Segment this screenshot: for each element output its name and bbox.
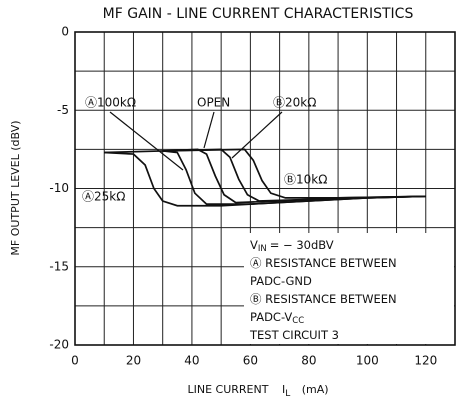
curve bbox=[162, 148, 426, 199]
curves bbox=[104, 148, 426, 207]
note-line: Ⓑ RESISTANCE BETWEEN bbox=[250, 292, 397, 306]
y-tick-label: -10 bbox=[49, 181, 69, 195]
x-axis-label: LINE CURRENT IL (mA) bbox=[187, 383, 328, 399]
y-tick-label: -15 bbox=[49, 259, 69, 273]
note-sub: IN bbox=[258, 244, 267, 254]
note-line: PADC-GND bbox=[250, 274, 312, 288]
x-tick-label: 40 bbox=[184, 354, 199, 368]
chart-title: MF GAIN - LINE CURRENT CHARACTERISTICS bbox=[103, 6, 414, 22]
x-tick-label: 20 bbox=[126, 354, 141, 368]
note-text: PADC-V bbox=[250, 310, 292, 324]
x-tick-label: 120 bbox=[414, 354, 437, 368]
y-tick-label: 0 bbox=[61, 25, 69, 39]
plot-frame bbox=[74, 31, 456, 346]
note-text: PADC-GND bbox=[250, 274, 312, 288]
y-axis-label: MF OUTPUT LEVEL (dBV) bbox=[9, 120, 22, 255]
note-sub: CC bbox=[292, 316, 304, 326]
y-tick-label: -5 bbox=[57, 103, 69, 117]
x-tick-label: 80 bbox=[301, 354, 316, 368]
arrow bbox=[203, 111, 215, 149]
note-line: TEST CIRCUIT 3 bbox=[249, 328, 339, 342]
series-label: OPEN bbox=[197, 96, 230, 110]
y-tick-label: -20 bbox=[49, 338, 69, 352]
x-label-symbol: I bbox=[282, 383, 285, 396]
x-tick-label: 100 bbox=[356, 354, 379, 368]
series-labels: Ⓐ25kΩ Ⓐ100kΩ OPEN Ⓑ20kΩ Ⓑ10kΩ bbox=[82, 96, 327, 204]
note-text: Ⓐ RESISTANCE BETWEEN bbox=[250, 256, 397, 270]
series-label: Ⓑ20kΩ bbox=[273, 96, 316, 110]
curve bbox=[104, 150, 426, 205]
note-line: PADC-VCC bbox=[250, 310, 304, 326]
x-tick-label: 60 bbox=[243, 354, 258, 368]
series-label: Ⓐ25kΩ bbox=[82, 190, 125, 204]
note-text: V bbox=[250, 238, 258, 252]
note-line: Ⓐ RESISTANCE BETWEEN bbox=[250, 256, 397, 270]
series-label: Ⓐ100kΩ bbox=[85, 96, 136, 110]
note-line: VIN = − 30dBV bbox=[250, 238, 334, 254]
note-text: Ⓑ RESISTANCE BETWEEN bbox=[250, 292, 397, 306]
note-rest: = − 30dBV bbox=[270, 238, 334, 252]
arrows bbox=[109, 111, 283, 171]
x-label-sub: L bbox=[285, 389, 290, 399]
arrow bbox=[109, 111, 184, 171]
notes: VIN = − 30dBV Ⓐ RESISTANCE BETWEEN PADC-GND… bbox=[249, 238, 397, 342]
x-tick-label: 0 bbox=[71, 354, 79, 368]
note-text: TEST CIRCUIT 3 bbox=[249, 328, 339, 342]
x-label-text: LINE CURRENT bbox=[187, 383, 268, 396]
arrow bbox=[231, 111, 283, 159]
series-label: Ⓑ10kΩ bbox=[284, 173, 327, 187]
x-label-unit: (mA) bbox=[302, 383, 329, 396]
note-box bbox=[244, 233, 454, 344]
